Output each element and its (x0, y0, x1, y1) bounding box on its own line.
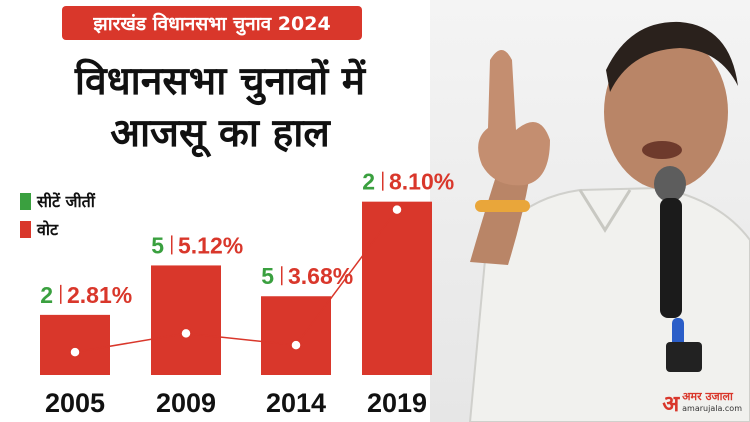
vote-point-2019 (391, 203, 403, 216)
vote-point-2014 (290, 339, 302, 351)
seats-label-2005: 2 (40, 282, 53, 308)
seats-label-2014: 5 (261, 263, 274, 289)
topic-tag: झारखंड विधानसभा चुनाव 2024 (62, 6, 362, 40)
legend-label-votes: वोट (37, 220, 59, 239)
legend-item-seats: सीटें जीतीं (20, 187, 95, 215)
headline-line-2: आजसू का हाल (110, 111, 330, 156)
vote-label-2009: 5.12% (178, 232, 243, 258)
seats-label-2019: 2 (362, 169, 375, 195)
vote-trend-line (74, 209, 398, 353)
chart-legend: सीटें जीतीं वोट (20, 187, 95, 243)
vote-label-2014: 3.68% (288, 263, 353, 289)
label-separator-2019 (382, 171, 384, 191)
year-label-2014: 2014 (266, 388, 326, 418)
politician-photo (430, 0, 750, 422)
label-separator-2009 (171, 235, 173, 255)
bar-2009 (151, 265, 221, 375)
legend-swatch-votes (20, 220, 31, 238)
logo-url: amarujala.com (682, 404, 742, 413)
year-label-2019: 2019 (367, 388, 427, 418)
bar-2019 (362, 201, 432, 375)
logo-name: अमर उजाला (682, 390, 733, 403)
legend-label-seats: सीटें जीतीं (37, 192, 95, 211)
seats-label-2009: 5 (151, 232, 164, 258)
vote-label-2019: 8.10% (389, 169, 454, 195)
year-label-2009: 2009 (156, 388, 216, 418)
legend-item-votes: वोट (20, 215, 95, 243)
brand-logo: अ अमर उजाला amarujala.com (662, 388, 742, 418)
year-label-2005: 2005 (45, 388, 105, 418)
headline-line-1: विधानसभा चुनावों में (74, 59, 366, 104)
headline: विधानसभा चुनावों में आजसू का हाल (20, 56, 420, 160)
vote-point-2005 (69, 346, 81, 358)
bar-2005 (40, 314, 110, 375)
bar-2014 (261, 296, 331, 375)
legend-swatch-seats (20, 192, 31, 210)
label-separator-2014 (281, 266, 283, 286)
label-separator-2005 (60, 284, 62, 304)
vote-point-2009 (180, 327, 192, 340)
logo-text: अमर उजाला amarujala.com (682, 391, 742, 415)
vote-label-2005: 2.81% (67, 282, 132, 308)
logo-mark: अ (662, 392, 680, 417)
